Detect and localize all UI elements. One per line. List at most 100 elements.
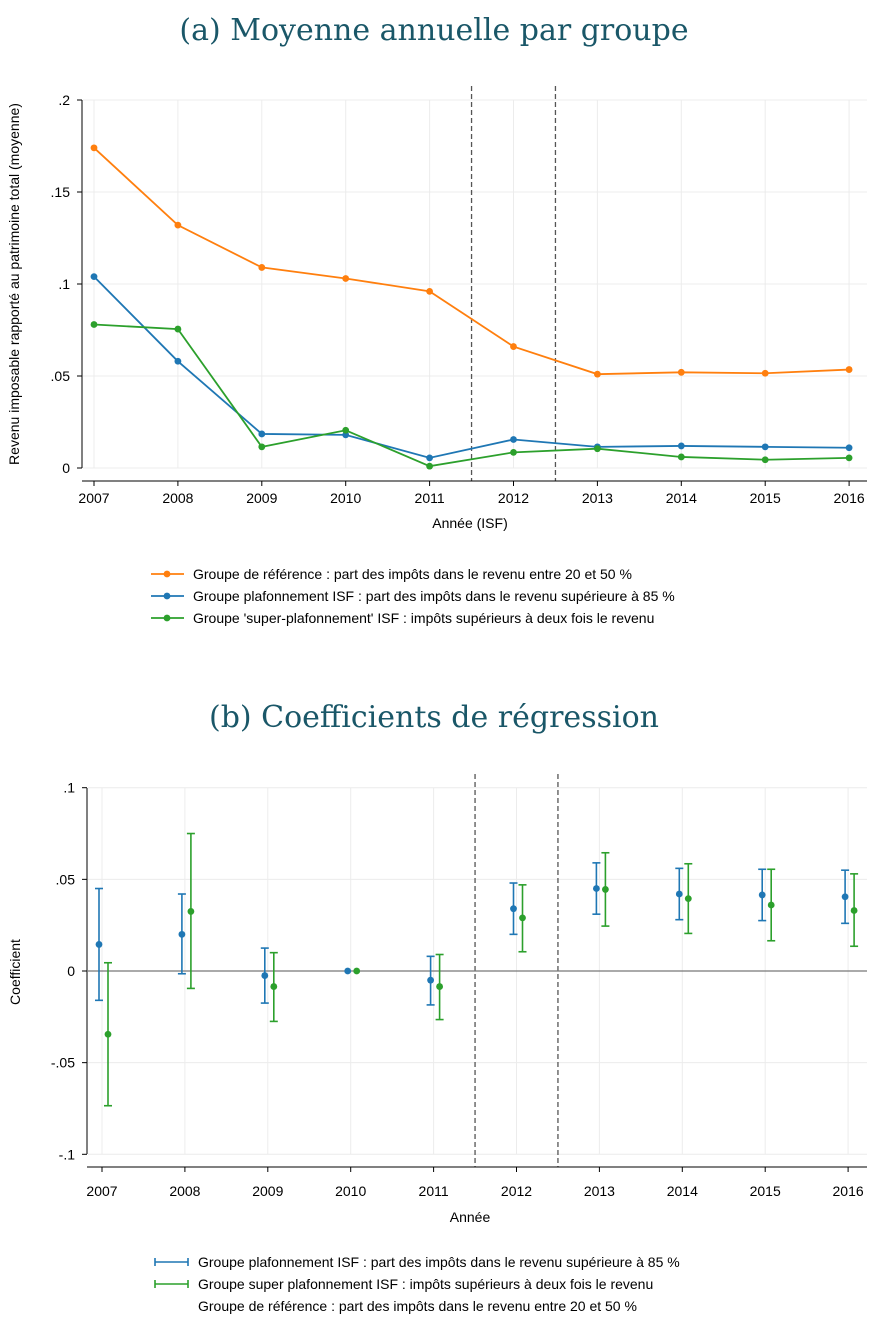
series-point-1 bbox=[258, 430, 266, 438]
panel-a-y-axis-label: Revenu imposable rapporté au patrimoine … bbox=[6, 103, 22, 465]
x-tick-label: 2010 bbox=[330, 490, 361, 506]
series-point-0 bbox=[258, 264, 266, 271]
coef-point-1 bbox=[850, 907, 858, 914]
coef-point-1 bbox=[602, 886, 609, 893]
legend-label-2: Groupe 'super-plafonnement' ISF : impôts… bbox=[193, 610, 654, 626]
x-tick-label: 2013 bbox=[582, 490, 613, 506]
coef-point-0 bbox=[261, 972, 269, 979]
panel-b: (b) Coefficients de régression -.1 -.05 0.… bbox=[7, 700, 867, 1314]
x-tick-label: 2010 bbox=[335, 1183, 366, 1199]
series-point-0 bbox=[845, 366, 853, 373]
legend-swatch-point-0 bbox=[163, 570, 171, 578]
coef-point-0 bbox=[178, 930, 186, 938]
legend-label-reference: Groupe de référence : part des impôts da… bbox=[198, 1298, 637, 1314]
panel-a-period-lines bbox=[470, 86, 557, 481]
coef-point-1 bbox=[436, 983, 443, 990]
series-point-0 bbox=[174, 221, 182, 229]
x-tick-label: 2011 bbox=[419, 1183, 449, 1199]
panel-a-x-ticks: 2007 2008 2009 2010 2011 2012 2013 2014 2015 2016 bbox=[78, 481, 865, 506]
x-tick-label: 2012 bbox=[501, 1183, 532, 1199]
series-point-0 bbox=[510, 343, 517, 350]
x-tick-label: 2009 bbox=[252, 1183, 283, 1199]
series-line-1 bbox=[93, 276, 850, 459]
coef-point-1 bbox=[519, 914, 526, 922]
series-point-0 bbox=[594, 370, 601, 378]
panel-b-x-ticks: 2007 2008 2009 2010 2011 2012 2013 2014 2015 2016 bbox=[86, 1167, 864, 1199]
legend-swatch-point-2 bbox=[163, 614, 171, 622]
coef-point-0 bbox=[593, 885, 600, 892]
series-point-2 bbox=[90, 321, 98, 328]
series-point-1 bbox=[761, 443, 769, 451]
series-line-2 bbox=[93, 323, 850, 468]
panel-b-legend: Groupe plafonnement ISF : part des impôt… bbox=[154, 1254, 680, 1314]
coef-point-0 bbox=[675, 890, 683, 898]
y-tick-label: -.05 bbox=[51, 1055, 75, 1071]
panel-b-y-ticks: -.1 -.05 0 .05 .1 bbox=[51, 780, 87, 1162]
panel-a-y-ticks: 0 .05 .1 .15 .2 bbox=[51, 92, 82, 476]
y-tick-label: .05 bbox=[51, 368, 71, 384]
y-tick-label: 0 bbox=[67, 963, 75, 979]
x-tick-label: 2007 bbox=[78, 490, 109, 506]
coef-point-0 bbox=[841, 893, 849, 901]
y-tick-label: .15 bbox=[51, 184, 71, 200]
y-tick-label: .2 bbox=[58, 92, 70, 108]
series-point-2 bbox=[258, 443, 266, 451]
panel-b-y-axis-label: Coefficient bbox=[7, 939, 23, 1005]
y-tick-label: -.1 bbox=[59, 1146, 76, 1162]
series-point-2 bbox=[677, 453, 685, 461]
panel-b-x-axis-label: Année bbox=[450, 1209, 491, 1225]
coef-point-1 bbox=[767, 901, 775, 909]
coef-point-0 bbox=[758, 891, 766, 899]
x-tick-label: 2015 bbox=[750, 1183, 781, 1199]
panel-a-legend: Groupe de référence : part des impôts da… bbox=[151, 566, 675, 626]
panel-a-x-axis-label: Année (ISF) bbox=[432, 515, 507, 531]
series-point-2 bbox=[510, 448, 517, 456]
series-point-0 bbox=[90, 144, 98, 152]
x-tick-label: 2007 bbox=[86, 1183, 117, 1199]
x-tick-label: 2012 bbox=[498, 490, 529, 506]
x-tick-label: 2013 bbox=[584, 1183, 615, 1199]
panel-b-series bbox=[95, 832, 859, 1107]
series-point-1 bbox=[90, 273, 98, 281]
series-point-2 bbox=[342, 426, 350, 434]
series-point-2 bbox=[594, 445, 601, 453]
series-point-2 bbox=[426, 462, 433, 470]
coef-point-0 bbox=[344, 967, 352, 975]
panel-b-title: (b) Coefficients de régression bbox=[209, 700, 659, 735]
panel-a-series bbox=[90, 144, 853, 470]
series-point-2 bbox=[845, 454, 853, 462]
x-tick-label: 2014 bbox=[667, 1183, 698, 1199]
series-point-1 bbox=[174, 357, 182, 365]
x-tick-label: 2008 bbox=[162, 490, 193, 506]
series-point-1 bbox=[677, 442, 685, 450]
legend-label-0: Groupe plafonnement ISF : part des impôt… bbox=[198, 1254, 680, 1270]
x-tick-label: 2016 bbox=[834, 490, 865, 506]
y-tick-label: .05 bbox=[56, 871, 76, 887]
series-point-2 bbox=[174, 325, 182, 333]
coef-point-1 bbox=[684, 895, 692, 902]
coef-point-1 bbox=[104, 1030, 112, 1038]
coef-point-1 bbox=[187, 908, 195, 915]
coef-point-1 bbox=[353, 967, 361, 975]
series-point-0 bbox=[761, 369, 769, 377]
series-point-1 bbox=[426, 454, 433, 462]
series-point-0 bbox=[342, 275, 350, 282]
legend-swatch-point-1 bbox=[163, 592, 171, 600]
x-tick-label: 2008 bbox=[169, 1183, 200, 1199]
coef-point-1 bbox=[270, 983, 278, 990]
y-tick-label: .1 bbox=[58, 276, 70, 292]
series-point-1 bbox=[510, 436, 517, 443]
series-point-0 bbox=[677, 368, 685, 376]
y-tick-label: 0 bbox=[62, 460, 70, 476]
panel-a: (a) Moyenne annuelle par groupe 0 .05 .1 .1… bbox=[6, 13, 867, 626]
panel-a-title: (a) Moyenne annuelle par groupe bbox=[179, 13, 688, 48]
series-line-0 bbox=[93, 147, 850, 376]
x-tick-label: 2016 bbox=[833, 1183, 864, 1199]
panel-a-grid bbox=[83, 99, 867, 469]
coef-point-0 bbox=[427, 976, 434, 984]
x-tick-label: 2014 bbox=[666, 490, 697, 506]
series-point-2 bbox=[761, 456, 769, 464]
x-tick-label: 2009 bbox=[246, 490, 277, 506]
legend-label-0: Groupe de référence : part des impôts da… bbox=[193, 566, 632, 582]
y-tick-label: .1 bbox=[63, 780, 75, 796]
